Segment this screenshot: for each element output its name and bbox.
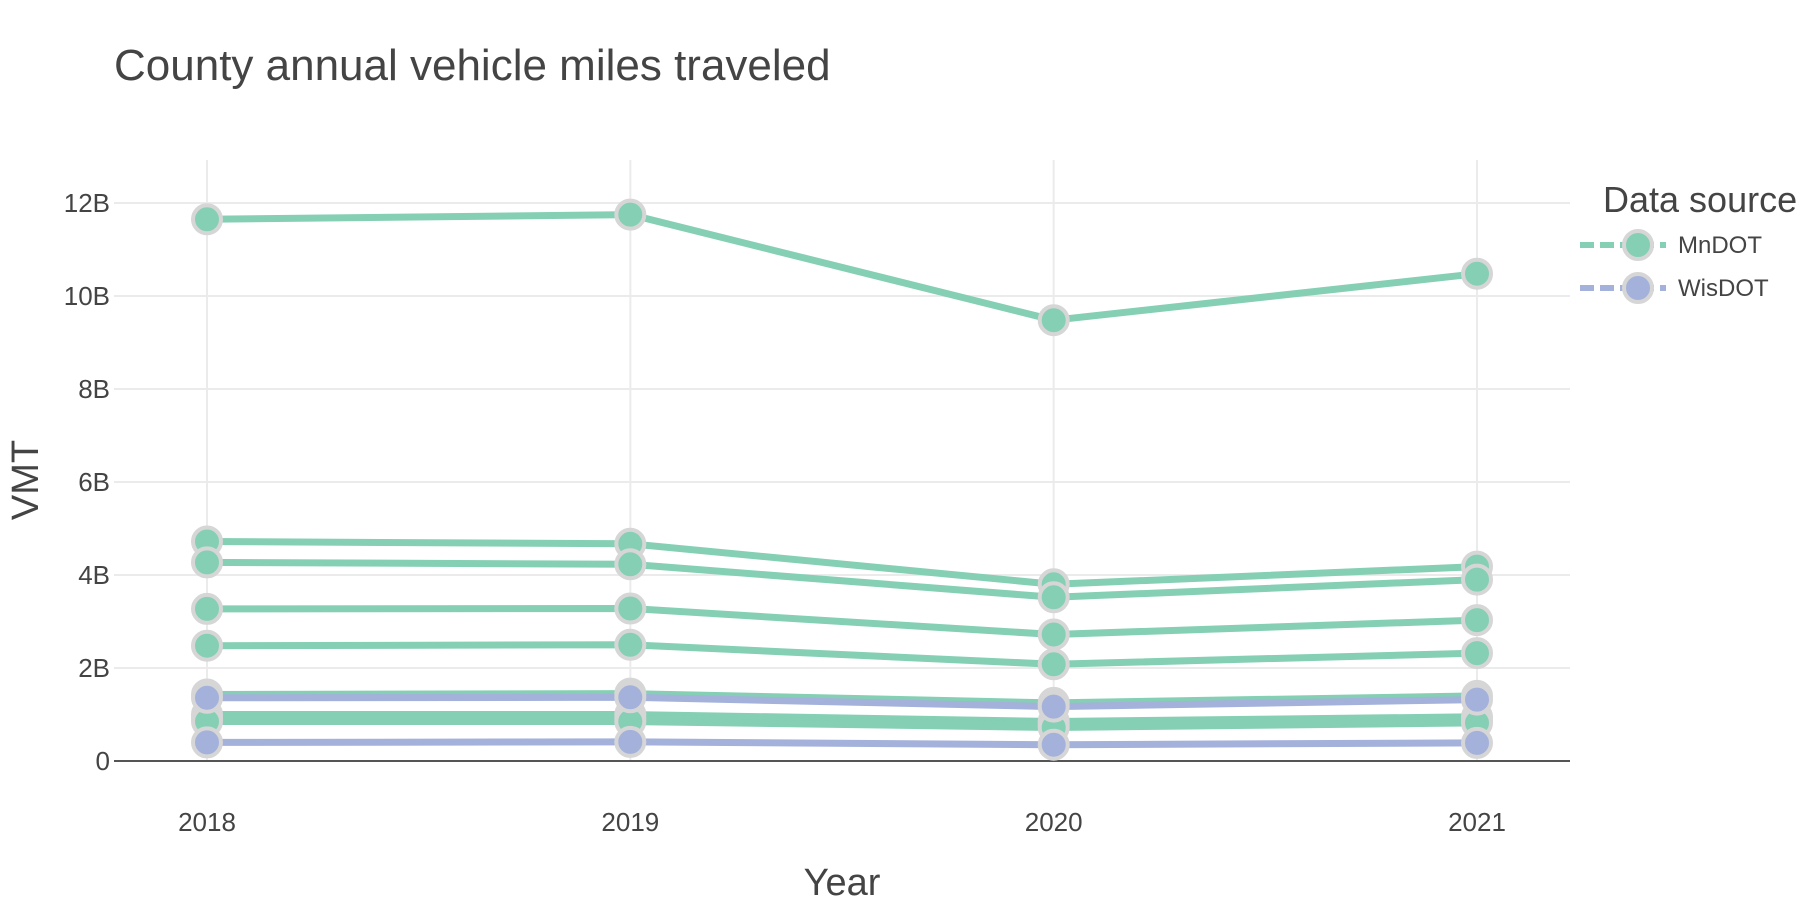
data-point-mndot[interactable] [1461,637,1493,670]
series-line-mndot-5 [203,641,1481,668]
data-point-mndot[interactable] [1461,604,1493,637]
series-line-wisdot-11 [203,738,1481,749]
data-point-mndot[interactable] [614,548,647,581]
data-point-mndot[interactable] [1461,563,1493,596]
series-line-mndot-9 [203,718,1481,731]
data-point-mndot[interactable] [614,628,647,661]
data-point-wisdot[interactable] [1037,690,1070,723]
data-point-mndot[interactable] [191,546,223,579]
series-layer [203,211,1481,749]
y-tick-label: 10B [64,281,110,311]
data-point-mndot[interactable] [1037,618,1070,651]
series-line-mndot-3 [203,558,1481,601]
data-point-mndot[interactable] [614,198,647,231]
data-point-wisdot[interactable] [614,725,647,758]
data-point-mndot[interactable] [191,629,223,662]
data-point-mndot[interactable] [191,592,223,625]
legend: Data source MnDOT WisDOT [1580,179,1797,304]
series-line-mndot-1 [203,211,1481,324]
x-tick-label: 2020 [1025,807,1083,837]
legend-swatch-marker [1622,272,1654,304]
data-point-mndot[interactable] [191,203,223,236]
y-tick-label: 8B [78,374,110,404]
data-point-mndot[interactable] [614,592,647,625]
data-point-wisdot[interactable] [1461,726,1493,759]
legend-swatch-marker [1622,229,1654,261]
data-point-wisdot[interactable] [614,681,647,714]
data-point-mndot[interactable] [1037,581,1070,614]
chart-title: County annual vehicle miles traveled [114,41,831,90]
series-line-wisdot-10 [203,693,1481,711]
y-tick-label: 12B [64,188,110,218]
y-tick-label: 0 [96,746,110,776]
x-tick-label: 2018 [178,807,236,837]
x-tick-label: 2019 [601,807,659,837]
legend-label-mndot[interactable]: MnDOT [1678,232,1762,259]
legend-title: Data source [1603,179,1797,220]
data-point-wisdot[interactable] [1461,683,1493,716]
data-point-mndot[interactable] [1037,648,1070,681]
axis-layer: 0 2B 4B 6B 8B 10B 12B 2018 2019 2020 2021 [64,188,1570,837]
y-tick-label: 4B [78,560,110,590]
series-line-mndot-2 [203,538,1481,588]
data-point-mndot[interactable] [1461,257,1493,290]
data-point-wisdot[interactable] [191,681,223,714]
data-point-mndot[interactable] [1037,304,1070,337]
y-tick-label: 2B [78,653,110,683]
grid-layer [114,160,1570,761]
x-tick-label: 2021 [1448,807,1506,837]
legend-label-wisdot[interactable]: WisDOT [1678,275,1769,302]
marker-layer [191,198,1493,761]
x-axis-title: Year [804,862,881,900]
data-point-wisdot[interactable] [1037,728,1070,761]
data-point-wisdot[interactable] [191,726,223,759]
y-axis-title: VMT [5,440,47,520]
series-line-mndot-4 [203,605,1481,638]
y-tick-label: 6B [78,467,110,497]
